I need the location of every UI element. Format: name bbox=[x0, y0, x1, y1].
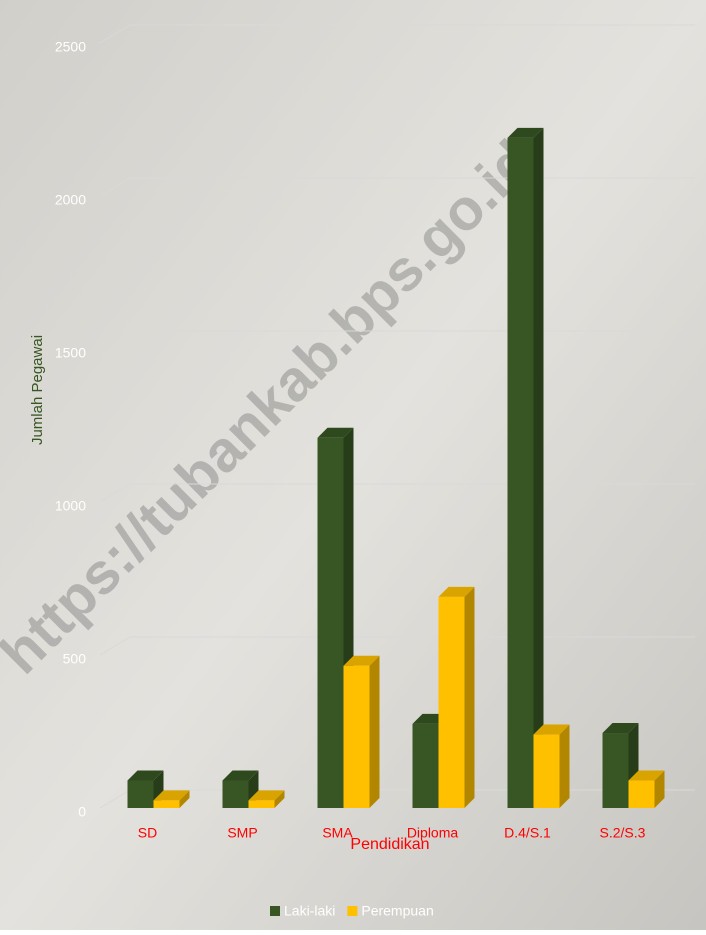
bar-top bbox=[153, 790, 190, 801]
bar-side bbox=[654, 770, 665, 808]
x-tick-label: SMA bbox=[322, 825, 353, 841]
bar-side bbox=[369, 655, 380, 808]
bar bbox=[412, 723, 439, 808]
bar bbox=[222, 780, 249, 808]
grid-line-side bbox=[99, 330, 131, 350]
bar-side bbox=[274, 790, 285, 808]
bar bbox=[507, 137, 534, 809]
y-tick-label: 2500 bbox=[55, 39, 86, 55]
legend-label: Laki-laki bbox=[284, 903, 335, 919]
bar-top bbox=[628, 770, 665, 781]
bar bbox=[343, 665, 370, 808]
legend-label: Perempuan bbox=[361, 903, 433, 919]
y-tick-label: 1000 bbox=[55, 498, 86, 514]
bar-top bbox=[222, 770, 259, 781]
grid-line-side bbox=[99, 24, 131, 44]
legend-swatch bbox=[347, 906, 358, 916]
bar-top bbox=[343, 655, 380, 666]
bar bbox=[602, 733, 629, 808]
bar bbox=[438, 596, 465, 808]
grid-line-side bbox=[99, 177, 131, 197]
bar-top bbox=[438, 586, 475, 597]
x-tick-label: D.4/S.1 bbox=[504, 825, 551, 841]
bar-top bbox=[317, 427, 354, 438]
bar-top bbox=[602, 723, 639, 734]
y-tick-label: 500 bbox=[63, 651, 87, 667]
bar-side bbox=[179, 790, 190, 808]
grid-line-side bbox=[99, 483, 131, 503]
bar bbox=[533, 734, 560, 808]
bar-side bbox=[559, 724, 570, 808]
bar bbox=[628, 780, 655, 808]
y-tick-label: 1500 bbox=[55, 345, 86, 361]
bar-top bbox=[507, 127, 544, 138]
bar bbox=[317, 437, 344, 808]
grid-line-side bbox=[99, 636, 131, 656]
bar-top bbox=[533, 724, 570, 735]
bar-top bbox=[248, 790, 285, 801]
x-axis-title: Pendidikan bbox=[350, 836, 429, 853]
y-tick-label: 0 bbox=[78, 804, 86, 820]
x-tick-label: SMP bbox=[227, 825, 257, 841]
bar-top bbox=[127, 770, 164, 781]
grid-line-side bbox=[99, 789, 131, 809]
bar bbox=[153, 800, 180, 808]
x-tick-label: SD bbox=[138, 825, 157, 841]
bar bbox=[127, 780, 154, 808]
bar bbox=[248, 800, 275, 808]
legend-swatch bbox=[270, 906, 280, 916]
y-tick-label: 2000 bbox=[55, 192, 86, 208]
y-axis-title: Jumlah Pegawai bbox=[29, 335, 46, 445]
x-tick-label: S.2/S.3 bbox=[600, 825, 646, 841]
bar-side bbox=[464, 586, 475, 808]
bar-side bbox=[533, 127, 544, 809]
x-tick-label: Diploma bbox=[407, 825, 459, 841]
